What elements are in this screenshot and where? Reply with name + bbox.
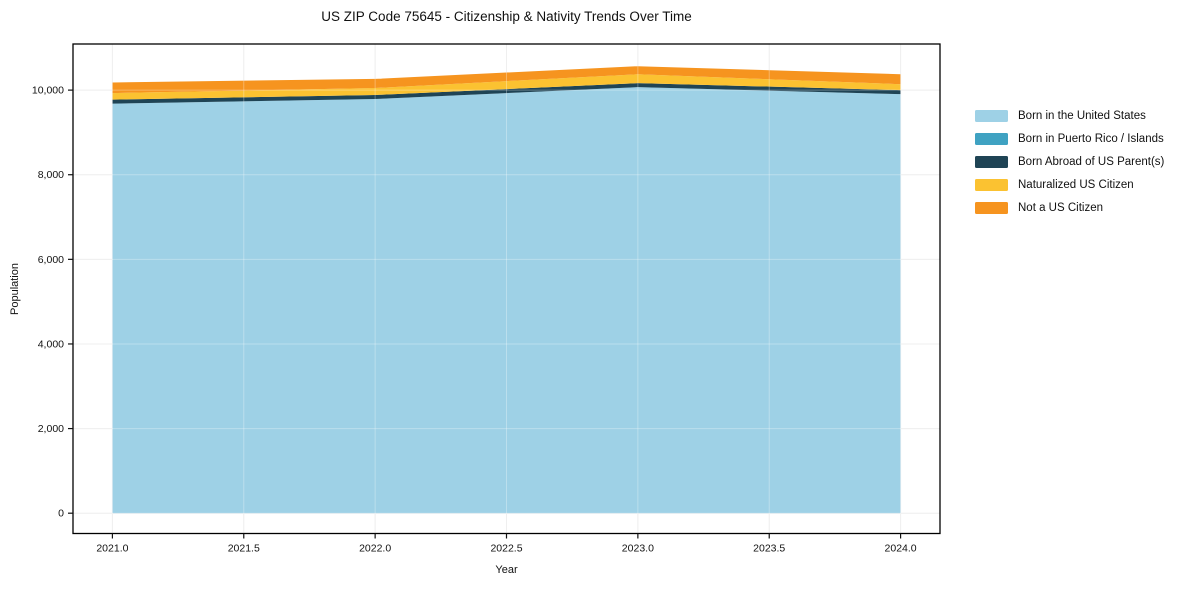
legend-item: Naturalized US Citizen: [975, 173, 1164, 196]
x-tick-label: 2022.5: [490, 543, 522, 555]
area-naturalized-us-citizen: [112, 74, 901, 100]
y-tick-label: 10,000: [32, 85, 64, 97]
stacked-areas: [112, 66, 901, 514]
area-born-abroad-of-us-parent-s-: [112, 83, 901, 104]
area-born-in-the-united-states: [112, 87, 901, 514]
x-tick-label: 2024.0: [885, 543, 917, 555]
y-tick-label: 0: [58, 508, 64, 520]
legend-swatch-icon: [975, 109, 1008, 122]
area-not-a-us-citizen: [112, 66, 901, 94]
x-tick-label: 2022.0: [359, 543, 391, 555]
x-tick-label: 2023.5: [753, 543, 785, 555]
legend-label: Born in Puerto Rico / Islands: [1018, 132, 1164, 145]
legend: Born in the United States Born in Puerto…: [975, 104, 1164, 219]
legend-label: Born in the United States: [1018, 109, 1146, 122]
legend-item: Born in Puerto Rico / Islands: [975, 127, 1164, 150]
y-tick-label: 6,000: [38, 254, 64, 266]
legend-label: Not a US Citizen: [1018, 201, 1104, 214]
legend-item: Born Abroad of US Parent(s): [975, 150, 1164, 173]
y-tick-label: 8,000: [38, 169, 64, 181]
legend-swatch-icon: [975, 178, 1008, 191]
chart-title: US ZIP Code 75645 - Citizenship & Nativi…: [321, 9, 692, 24]
legend-swatch-icon: [975, 201, 1008, 214]
legend-label: Born Abroad of US Parent(s): [1018, 155, 1165, 168]
x-axis-label: Year: [495, 564, 518, 576]
legend-swatch-icon: [975, 155, 1008, 168]
y-tick-label: 4,000: [38, 338, 64, 350]
legend-item: Not a US Citizen: [975, 196, 1164, 219]
x-tick-label: 2023.0: [622, 543, 654, 555]
y-axis-label: Population: [9, 263, 21, 315]
x-tick-label: 2021.5: [228, 543, 260, 555]
axis-ticks: 2021.0 2021.5 2022.0 2022.5 2023.0 2023.5 2024…: [32, 85, 917, 555]
legend-label: Naturalized US Citizen: [1018, 178, 1134, 191]
gridlines-over: [73, 44, 940, 534]
y-tick-label: 2,000: [38, 423, 64, 435]
legend-item: Born in the United States: [975, 104, 1164, 127]
x-tick-label: 2021.0: [96, 543, 128, 555]
legend-swatch-icon: [975, 132, 1008, 145]
